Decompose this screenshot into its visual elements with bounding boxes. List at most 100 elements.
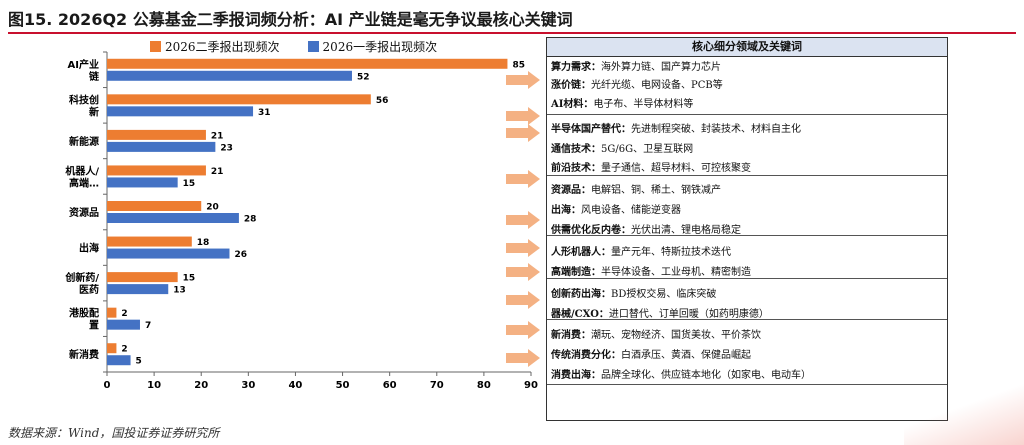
right-arrow-icon	[506, 263, 540, 281]
right-arrow-icon	[506, 349, 540, 367]
panel-separator	[547, 235, 947, 236]
bar-q1	[107, 213, 239, 223]
keyword-row: 创新药出海：BD授权交易、临床突破	[551, 285, 716, 300]
x-tick-label: 50	[336, 380, 350, 391]
legend-swatch-q1	[307, 41, 319, 52]
x-tick-label: 90	[524, 380, 538, 391]
keyword-row-text: 风电设备、储能逆变器	[581, 205, 681, 216]
data-label: 15	[183, 274, 196, 284]
category-label: 新能源	[69, 135, 99, 148]
keyword-row: 高端制造：半导体设备、工业母机、精密制造	[551, 263, 751, 278]
keyword-row-label: 创新药出海：	[551, 289, 611, 300]
data-label: 18	[197, 238, 210, 248]
category-label: 新消费	[69, 348, 99, 361]
data-label: 13	[173, 286, 186, 296]
keyword-row: 人形机器人：量产元年、特斯拉技术迭代	[551, 243, 731, 258]
panel-separator	[547, 278, 947, 279]
keyword-row-label: 资源品：	[551, 185, 591, 196]
bar-q2	[107, 94, 371, 105]
keyword-row-text: 半导体设备、工业母机、精密制造	[601, 267, 751, 278]
legend-item-q1: 2026一季报出现频次	[307, 38, 438, 55]
bar-q2	[107, 307, 117, 318]
category-label: AI产业	[68, 58, 99, 71]
data-label: 56	[376, 96, 389, 106]
x-tick-label: 30	[241, 380, 255, 391]
bar-q1	[107, 70, 352, 81]
keyword-row-text: 光伏出清、锂电格局稳定	[631, 225, 741, 236]
data-label: 15	[183, 179, 196, 189]
panel-separator	[547, 114, 947, 115]
category-label: 出海	[79, 242, 99, 255]
bar-q2	[107, 129, 206, 140]
category-label: 链	[88, 70, 100, 83]
keyword-row-label: AI材料：	[551, 99, 594, 110]
keyword-row-text: 5G/6G、卫星互联网	[601, 144, 694, 155]
keyword-row-label: 消费出海：	[551, 370, 601, 381]
right-arrow-icon	[506, 291, 540, 309]
category-label: 机器人/	[65, 164, 99, 177]
bar-q2	[107, 165, 206, 176]
keyword-row: 传统消费分化：白酒承压、黄酒、保健品崛起	[551, 346, 751, 361]
title-divider	[8, 32, 1016, 34]
keyword-row: 新消费：潮玩、宠物经济、国货美妆、平价茶饮	[551, 326, 761, 341]
keyword-row-text: 进口替代、订单回暖（如药明康德）	[608, 309, 769, 320]
keyword-row-label: 通信技术：	[551, 144, 601, 155]
data-label: 21	[211, 131, 224, 141]
bar-q1	[107, 177, 178, 188]
keyword-row: 涨价链：光纤光缆、电网设备、PCB等	[551, 76, 723, 91]
x-tick-label: 10	[147, 380, 161, 391]
data-label: 23	[220, 143, 233, 153]
keyword-row-text: 先进制程突破、封装技术、材料自主化	[631, 124, 801, 135]
bar-q1	[107, 284, 169, 295]
corner-decoration	[904, 365, 1024, 445]
keyword-row: 算力需求：海外算力链、国产算力芯片	[551, 58, 721, 73]
keyword-row: AI材料：电子布、半导体材料等	[551, 95, 693, 110]
category-label: 医药	[79, 283, 99, 296]
bar-q1	[107, 355, 131, 366]
keyword-row: 前沿技术：量子通信、超导材料、可控核聚变	[551, 159, 751, 174]
keyword-row-text: 电解铝、铜、稀土、钢铁减产	[591, 185, 721, 196]
keyword-row-label: 供需优化反内卷：	[551, 225, 631, 236]
category-label: 资源品	[69, 206, 99, 219]
keyword-row-text: 白酒承压、黄酒、保健品崛起	[621, 350, 751, 361]
keyword-panel-title: 核心细分领域及关键词	[547, 38, 947, 57]
data-label: 5	[136, 357, 142, 367]
panel-separator	[547, 319, 947, 320]
data-label: 7	[145, 321, 151, 331]
category-label: 新	[89, 105, 99, 118]
bar-q2	[107, 236, 192, 247]
data-label: 85	[512, 60, 525, 70]
keyword-row-label: 高端制造：	[551, 267, 601, 278]
keyword-panel: 核心细分领域及关键词 算力需求：海外算力链、国产算力芯片 涨价链：光纤光缆、电网设…	[546, 37, 948, 421]
keyword-row-text: 量子通信、超导材料、可控核聚变	[601, 163, 751, 174]
category-label: 创新药/	[64, 271, 99, 284]
keyword-row: 器械/CXO：进口替代、订单回暖（如药明康德）	[551, 305, 769, 320]
panel-separator	[547, 175, 947, 176]
keyword-row-label: 涨价链：	[551, 80, 591, 91]
data-label: 28	[244, 215, 257, 225]
panel-separator	[547, 384, 947, 385]
keyword-row-text: BD授权交易、临床突破	[611, 289, 717, 300]
keyword-row-label: 前沿技术：	[551, 163, 601, 174]
data-label: 52	[357, 72, 370, 82]
keyword-row-label: 传统消费分化：	[551, 350, 621, 361]
data-label: 2	[121, 345, 127, 355]
keyword-row: 资源品：电解铝、铜、稀土、钢铁减产	[551, 181, 721, 196]
source-note: 数据来源：Wind，国投证券证券研究所	[8, 426, 220, 440]
keyword-row-label: 出海：	[551, 205, 581, 216]
keyword-row-text: 海外算力链、国产算力芯片	[601, 62, 721, 73]
right-arrow-icon	[506, 107, 540, 125]
category-label: 科技创	[69, 93, 99, 106]
right-arrow-icon	[506, 211, 540, 229]
data-label: 2	[121, 309, 127, 319]
legend-label-q1: 2026一季报出现频次	[322, 40, 438, 54]
x-tick-label: 70	[430, 380, 444, 391]
x-tick-label: 80	[477, 380, 491, 391]
keyword-row: 消费出海：品牌全球化、供应链本地化（如家电、电动车）	[551, 366, 811, 381]
keyword-row-label: 新消费：	[551, 330, 591, 341]
bar-q1	[107, 248, 230, 259]
legend-item-q2: 2026二季报出现频次	[150, 38, 280, 55]
bar-q2	[107, 343, 117, 354]
keyword-row-text: 潮玩、宠物经济、国货美妆、平价茶饮	[591, 330, 761, 341]
keyword-row-text: 量产元年、特斯拉技术迭代	[611, 247, 731, 258]
